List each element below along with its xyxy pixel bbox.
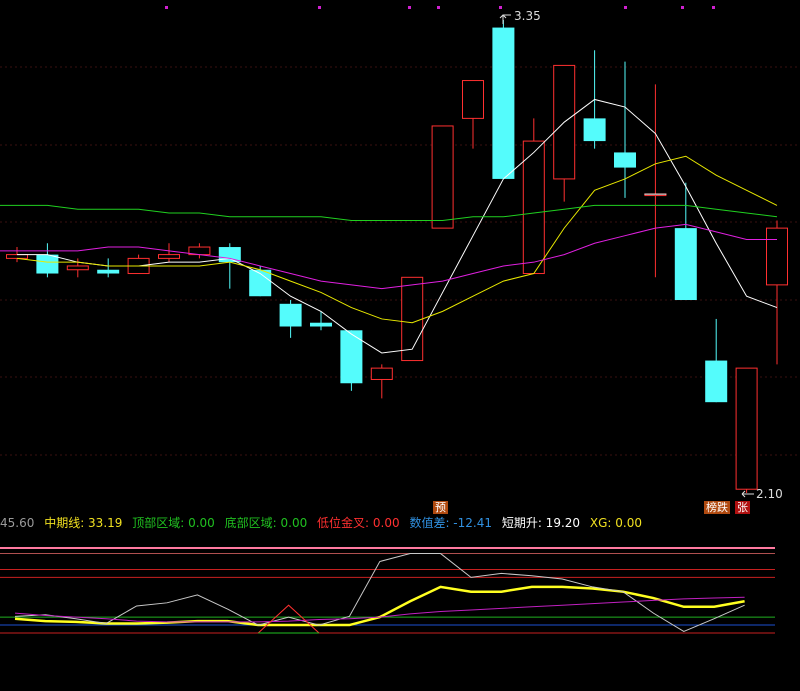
candle-body-10	[310, 322, 332, 327]
candle-body-11	[340, 330, 363, 384]
moving-averages	[0, 98, 778, 354]
candle-14	[431, 125, 454, 229]
candle-18	[553, 64, 576, 202]
candle-13	[401, 276, 424, 362]
candlesticks	[6, 20, 788, 493]
candle-15	[462, 80, 484, 149]
candle-body-2	[66, 265, 89, 271]
candle-body-14	[431, 125, 454, 229]
candle-body-13	[401, 276, 424, 362]
candle-23	[705, 318, 728, 403]
top-marker-row	[165, 6, 715, 9]
low-price-label: 2.10	[756, 487, 783, 501]
high-price-label: 3.35	[514, 9, 541, 23]
readout-short-rise: 短期升: 19.20	[501, 516, 581, 530]
sub-series-3-0	[257, 604, 320, 634]
candle-16	[492, 20, 515, 179]
candle-12	[370, 364, 393, 399]
tag-zhang: 张	[735, 501, 750, 514]
ma-line-0	[17, 98, 778, 354]
candle-body-17	[522, 140, 545, 275]
readout-diff: 数值差: -12.41	[409, 516, 492, 530]
price-grid	[0, 66, 800, 456]
top-marker-6	[681, 6, 684, 9]
candle-1	[36, 243, 59, 278]
candle-body-8	[249, 269, 272, 297]
candle-body-15	[462, 80, 484, 119]
candle-body-20	[614, 152, 636, 168]
ma-line-1	[16, 155, 778, 324]
candle-body-3	[97, 269, 120, 274]
readout-top-zone: 顶部区域: 0.00	[132, 516, 215, 530]
candle-21	[644, 84, 667, 278]
candle-6	[188, 243, 211, 259]
top-marker-5	[624, 6, 627, 9]
candle-5	[158, 243, 180, 263]
candle-body-19	[583, 118, 606, 142]
candle-25	[766, 220, 788, 365]
top-marker-7	[712, 6, 715, 9]
top-marker-4	[499, 6, 502, 9]
readout-bottom-zone: 底部区域: 0.00	[224, 516, 308, 530]
candle-11	[340, 330, 363, 391]
top-marker-0	[165, 6, 168, 9]
candle-body-7	[218, 247, 241, 263]
ma-line-3	[17, 204, 778, 222]
high-arrow	[499, 14, 511, 24]
readout-low-cross: 低位金叉: 0.00	[317, 516, 400, 530]
candle-22	[674, 182, 697, 301]
candle-2	[66, 258, 89, 278]
indicator-readout: 45.60 中期线: 33.19 顶部区域: 0.00 底部区域: 0.00 低…	[0, 513, 800, 533]
candle-4	[127, 254, 150, 275]
tag-yu: 预	[433, 501, 448, 514]
candle-10	[310, 311, 332, 331]
candle-17	[522, 118, 545, 275]
candle-3	[97, 258, 120, 278]
candle-7	[218, 243, 241, 289]
candle-body-9	[279, 303, 302, 327]
candle-body-25	[766, 227, 788, 286]
sub-series-2-0	[14, 596, 745, 623]
candle-body-22	[674, 228, 697, 301]
readout-xg: XG: 0.00	[589, 516, 642, 530]
top-marker-2	[408, 6, 411, 9]
candle-24	[735, 367, 758, 493]
sub-series-0-0	[14, 585, 745, 627]
candle-8	[249, 265, 272, 297]
candle-body-5	[158, 254, 180, 259]
candle-body-24	[735, 367, 758, 490]
readout-mid-line: 中期线: 33.19	[44, 516, 123, 530]
candle-body-23	[705, 360, 728, 403]
extreme-labels: 3.35 2.10	[499, 9, 783, 501]
top-marker-3	[437, 6, 440, 9]
readout-prefix: 45.60	[0, 516, 35, 530]
candle-body-16	[492, 27, 515, 179]
candle-9	[279, 300, 302, 338]
candle-20	[614, 61, 636, 198]
ma-line-2	[17, 223, 777, 290]
candle-body-0	[6, 254, 28, 259]
tag-bangdie: 榜跌	[704, 501, 730, 514]
low-arrow	[741, 490, 754, 498]
candle-body-1	[36, 254, 59, 274]
sub-series-1-0	[14, 553, 745, 632]
indicator-panel	[0, 547, 775, 634]
candle-body-12	[370, 367, 393, 380]
top-marker-1	[318, 6, 321, 9]
